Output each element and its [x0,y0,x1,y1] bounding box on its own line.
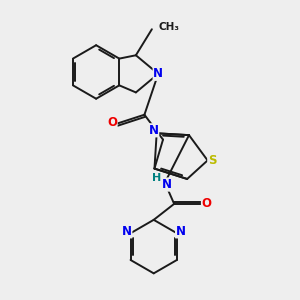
Text: S: S [208,154,216,167]
Text: CH₃: CH₃ [158,22,179,32]
Text: N: N [149,124,159,137]
Text: N: N [162,178,172,191]
Text: O: O [107,116,117,129]
Text: N: N [153,67,163,80]
Text: N: N [122,225,132,238]
Text: N: N [176,225,186,238]
Text: H: H [152,173,161,183]
Text: O: O [202,197,212,210]
